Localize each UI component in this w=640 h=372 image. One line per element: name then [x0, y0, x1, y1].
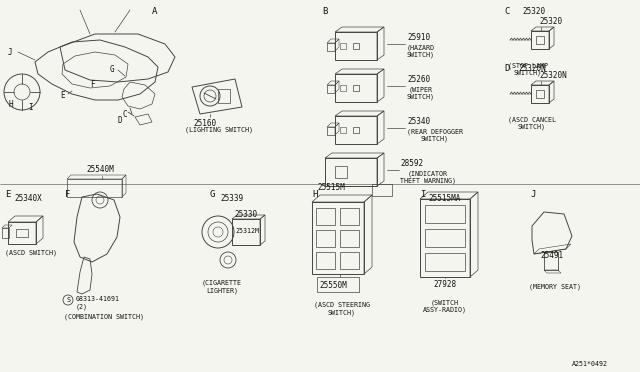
Text: H: H: [312, 190, 317, 199]
Text: F: F: [65, 190, 70, 199]
Text: I: I: [28, 103, 33, 112]
Text: (SWITCH
ASSY-RADIO): (SWITCH ASSY-RADIO): [423, 299, 467, 313]
Bar: [536, 90, 544, 98]
Text: C: C: [122, 109, 127, 119]
Text: 25540M: 25540M: [86, 165, 114, 174]
Text: J: J: [530, 190, 536, 199]
Bar: [340, 43, 346, 49]
Text: (COMBINATION SWITCH): (COMBINATION SWITCH): [64, 314, 144, 321]
Bar: [425, 229, 465, 247]
Text: (LIGHTING SWITCH): (LIGHTING SWITCH): [185, 126, 253, 132]
Text: 25340: 25340: [407, 117, 430, 126]
Text: (MEMORY SEAT): (MEMORY SEAT): [529, 284, 581, 291]
Text: J: J: [8, 48, 13, 57]
Text: C: C: [504, 7, 509, 16]
Bar: [425, 253, 465, 271]
Bar: [340, 85, 346, 91]
Bar: [531, 85, 549, 103]
Bar: [340, 208, 359, 225]
Bar: [2, 228, 9, 238]
Text: H: H: [8, 99, 13, 109]
Text: 28592: 28592: [400, 159, 423, 168]
Bar: [232, 219, 260, 245]
Text: (STOP LAMP
SWITCH): (STOP LAMP SWITCH): [508, 62, 548, 76]
Text: A: A: [152, 7, 157, 16]
Bar: [353, 127, 359, 133]
Bar: [316, 252, 335, 269]
Text: 25320N: 25320N: [518, 64, 546, 73]
Bar: [335, 166, 347, 178]
Bar: [67, 179, 122, 197]
Bar: [16, 229, 28, 237]
Bar: [316, 230, 335, 247]
Bar: [340, 127, 346, 133]
Text: D: D: [504, 64, 509, 73]
Bar: [316, 208, 335, 225]
Bar: [218, 89, 230, 103]
Text: 25515M: 25515M: [317, 183, 345, 192]
Text: 25339: 25339: [220, 194, 243, 203]
Text: D: D: [117, 115, 122, 125]
Text: 25312M: 25312M: [235, 228, 259, 234]
Text: 25160: 25160: [193, 119, 216, 128]
Bar: [340, 252, 359, 269]
Text: B: B: [322, 7, 328, 16]
Text: (CIGARETTE
LIGHTER): (CIGARETTE LIGHTER): [202, 280, 242, 294]
Text: (REAR DEFOGGER
SWITCH): (REAR DEFOGGER SWITCH): [407, 128, 463, 142]
Text: E: E: [5, 190, 10, 199]
Text: (ASCD SWITCH): (ASCD SWITCH): [5, 249, 57, 256]
Text: (ASCD CANCEL
SWITCH): (ASCD CANCEL SWITCH): [508, 116, 556, 130]
Text: 25491: 25491: [540, 251, 564, 260]
Text: (ASCD STEERING
SWITCH): (ASCD STEERING SWITCH): [314, 302, 370, 316]
Text: E: E: [60, 90, 65, 99]
Bar: [340, 230, 359, 247]
Bar: [536, 36, 544, 44]
Bar: [372, 184, 392, 196]
Text: (2): (2): [76, 304, 88, 311]
Text: 25330: 25330: [234, 210, 257, 219]
Bar: [531, 31, 549, 49]
Text: 27928: 27928: [433, 280, 456, 289]
Text: G: G: [210, 190, 216, 199]
Text: (HAZARD
SWITCH): (HAZARD SWITCH): [407, 44, 435, 58]
Bar: [335, 74, 377, 102]
Bar: [353, 85, 359, 91]
Bar: [312, 202, 364, 274]
Text: (INDICATOR
THEFT WARNING): (INDICATOR THEFT WARNING): [400, 170, 456, 184]
Bar: [8, 222, 36, 244]
Text: 08313-41691: 08313-41691: [76, 296, 120, 302]
Text: (WIPER
SWITCH): (WIPER SWITCH): [407, 86, 435, 100]
Text: 25515MA: 25515MA: [428, 194, 460, 203]
Bar: [420, 199, 470, 277]
Text: 25910: 25910: [407, 33, 430, 42]
Text: I: I: [420, 190, 426, 199]
Text: 25320N: 25320N: [539, 71, 567, 80]
Text: 25340X: 25340X: [14, 194, 42, 203]
Text: 25260: 25260: [407, 75, 430, 84]
Text: S: S: [66, 297, 70, 303]
Bar: [335, 116, 377, 144]
Bar: [317, 277, 359, 292]
Text: F: F: [90, 80, 95, 89]
Text: A251*0492: A251*0492: [572, 361, 608, 367]
Bar: [353, 43, 359, 49]
Text: G: G: [110, 64, 115, 74]
Bar: [335, 32, 377, 60]
Bar: [544, 252, 558, 270]
Text: 25320: 25320: [539, 17, 562, 26]
Text: 25320: 25320: [522, 7, 545, 16]
Bar: [425, 205, 465, 223]
Bar: [325, 158, 377, 186]
Text: 25550M: 25550M: [319, 282, 347, 291]
